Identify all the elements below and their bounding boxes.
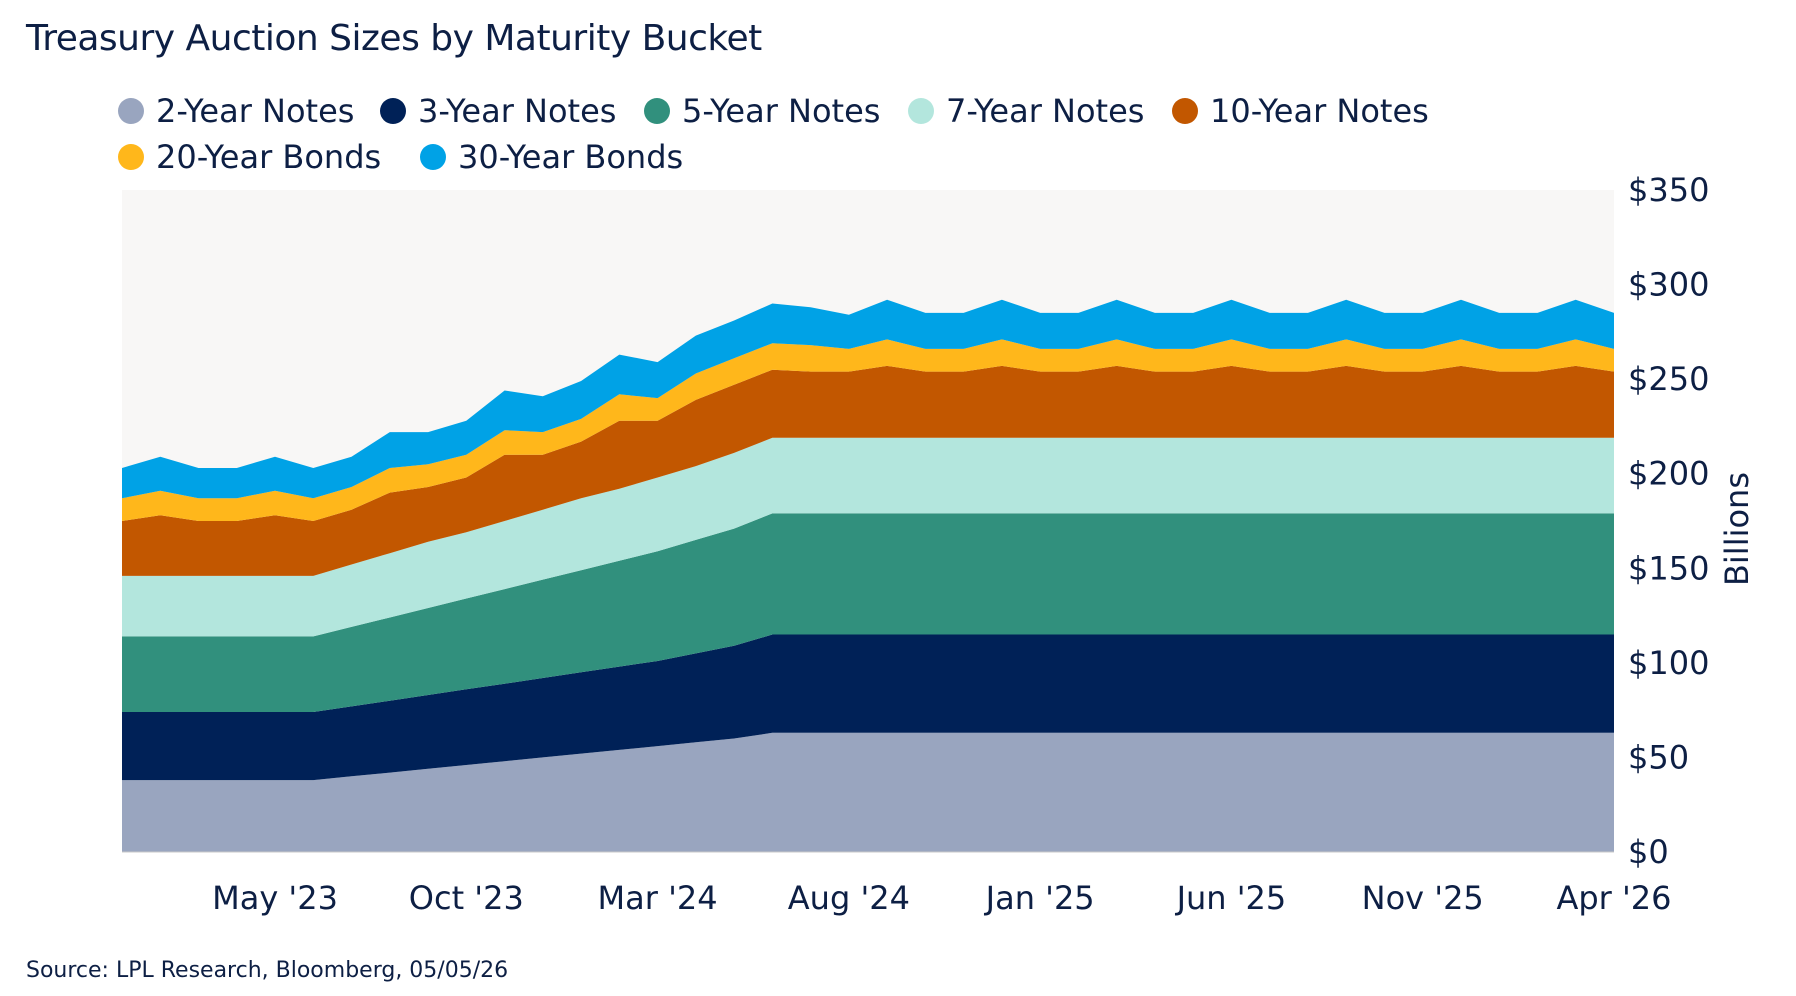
legend-swatch <box>118 144 144 170</box>
y-tick-label: $200 <box>1628 455 1709 493</box>
legend-item-20-year-bonds: 20-Year Bonds <box>118 138 381 176</box>
x-tick-label: Oct '23 <box>409 879 524 917</box>
legend-label: 5-Year Notes <box>682 92 881 130</box>
legend-swatch <box>420 144 446 170</box>
y-axis-ticks: $0 $50 $100 $150 $200 $250 $300 $350 <box>1628 171 1709 871</box>
y-tick-label: $300 <box>1628 266 1709 304</box>
legend-item-30-year-bonds: 30-Year Bonds <box>420 138 683 176</box>
area-20-year-bonds <box>122 339 1614 521</box>
x-tick-label: Apr '26 <box>1556 879 1671 917</box>
x-axis-ticks: May '23 Oct '23 Mar '24 Aug '24 Jan '25 Jun '… <box>212 879 1671 917</box>
x-tick-label: Mar '24 <box>598 879 718 917</box>
y-tick-label: $50 <box>1628 738 1689 776</box>
x-tick-label: Jan '25 <box>984 879 1095 917</box>
legend-item-10-year-notes: 10-Year Notes <box>1172 92 1429 130</box>
chart-title: Treasury Auction Sizes by Maturity Bucke… <box>26 18 762 59</box>
y-tick-label: $0 <box>1628 833 1669 871</box>
area-30-year-bonds <box>122 299 1614 499</box>
y-tick-label: $150 <box>1628 549 1709 587</box>
legend-swatch <box>908 98 934 124</box>
legend-label: 3-Year Notes <box>418 92 617 130</box>
area-7-year-notes <box>122 437 1614 637</box>
x-tick-label: Nov '25 <box>1362 879 1484 917</box>
area-10-year-notes <box>122 365 1614 576</box>
legend-label: 2-Year Notes <box>156 92 355 130</box>
area-3-year-notes <box>122 634 1614 781</box>
x-tick-label: Jun '25 <box>1175 879 1287 917</box>
legend-item-2-year-notes: 2-Year Notes <box>118 92 354 130</box>
legend-swatch <box>1172 98 1198 124</box>
legend-label: 30-Year Bonds <box>458 138 684 176</box>
y-tick-label: $100 <box>1628 644 1709 682</box>
x-tick-label: May '23 <box>212 879 338 917</box>
y-axis-label: Billions <box>1718 472 1756 586</box>
source-note: Source: LPL Research, Bloomberg, 05/05/2… <box>26 958 509 983</box>
series-areas <box>122 299 1614 852</box>
area-5-year-notes <box>122 513 1614 712</box>
y-tick-label: $350 <box>1628 171 1709 209</box>
legend-swatch <box>118 98 144 124</box>
legend-swatch <box>380 98 406 124</box>
legend-label: 7-Year Notes <box>946 92 1145 130</box>
legend-item-7-year-notes: 7-Year Notes <box>908 92 1144 130</box>
legend-swatch <box>644 98 670 124</box>
legend-label: 10-Year Notes <box>1210 92 1429 130</box>
area-2-year-notes <box>122 732 1614 852</box>
legend-label: 20-Year Bonds <box>156 138 382 176</box>
x-tick-label: Aug '24 <box>788 879 910 917</box>
legend-item-3-year-notes: 3-Year Notes <box>380 92 616 130</box>
legend-item-5-year-notes: 5-Year Notes <box>644 92 880 130</box>
y-tick-label: $250 <box>1628 360 1709 398</box>
